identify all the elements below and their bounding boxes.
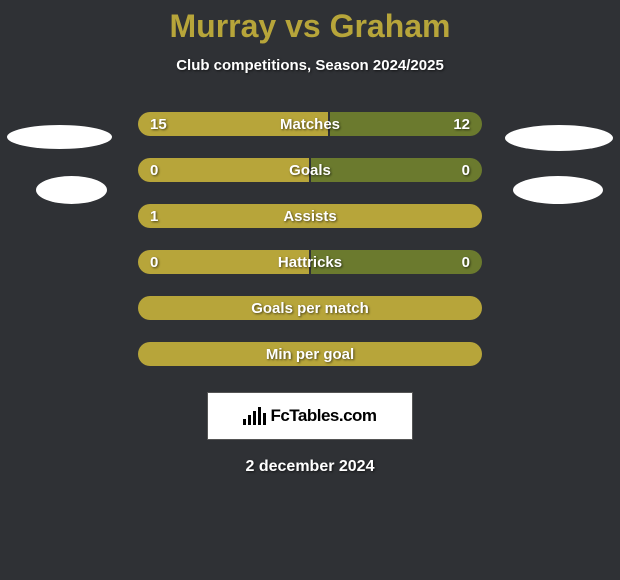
logo-bar	[263, 413, 266, 425]
logo-bar	[248, 415, 251, 425]
stat-bar-right	[310, 158, 482, 182]
stat-row: 1 Assists	[138, 204, 482, 228]
player-right-ellipse-1	[513, 176, 603, 204]
stat-value-left: 1	[150, 208, 158, 225]
stat-row: 15 Matches 12	[138, 112, 482, 136]
player-left-ellipse-1	[36, 176, 107, 204]
player-left-ellipse-0	[7, 125, 112, 149]
logo-text: FcTables.com	[270, 406, 376, 426]
logo-box: FcTables.com	[207, 392, 413, 440]
stat-row: Goals per match	[138, 296, 482, 320]
stats-rows: 15 Matches 12 0 Goals 0 1 Assists 0 Hattricks 0 Goa…	[0, 112, 620, 366]
page-subtitle: Club competitions, Season 2024/2025	[0, 57, 620, 74]
page-container: Murray vs Graham Club competitions, Seas…	[0, 0, 620, 580]
stat-row: 0 Hattricks 0	[138, 250, 482, 274]
logo-bar	[253, 411, 256, 425]
stat-value-left: 0	[150, 254, 158, 271]
stat-label: Goals per match	[251, 300, 369, 317]
date-text: 2 december 2024	[0, 458, 620, 476]
stat-bar-left	[138, 158, 310, 182]
stat-row: 0 Goals 0	[138, 158, 482, 182]
logo-bar	[243, 419, 246, 425]
stat-label: Hattricks	[278, 254, 342, 271]
logo-bar	[258, 407, 261, 425]
stat-label: Min per goal	[266, 346, 354, 363]
page-title: Murray vs Graham	[0, 8, 620, 45]
stat-label: Goals	[289, 162, 331, 179]
stat-value-left: 15	[150, 116, 167, 133]
logo-chart-icon	[243, 407, 266, 425]
stat-value-left: 0	[150, 162, 158, 179]
stat-row: Min per goal	[138, 342, 482, 366]
stat-label: Assists	[283, 208, 336, 225]
player-right-ellipse-0	[505, 125, 613, 151]
stat-value-right: 12	[453, 116, 470, 133]
stat-label: Matches	[280, 116, 340, 133]
stat-value-right: 0	[462, 254, 470, 271]
stat-value-right: 0	[462, 162, 470, 179]
